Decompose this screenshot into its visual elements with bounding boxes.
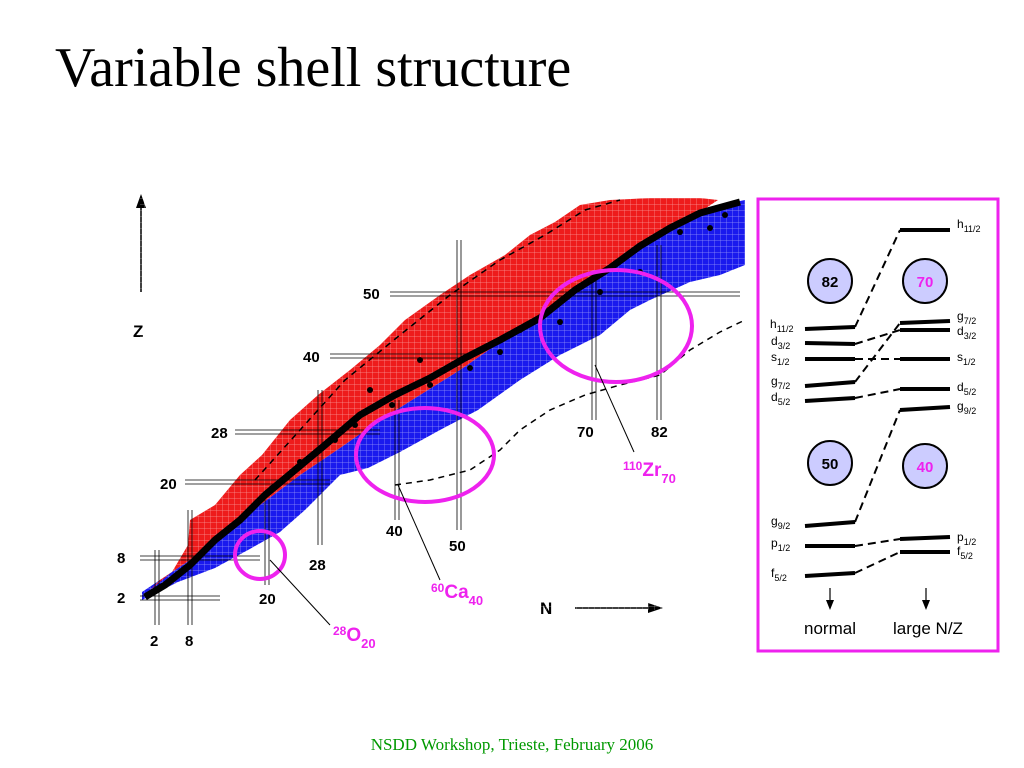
magic-70-circle: 70 [903,259,947,303]
n-magic-2: 2 [150,633,158,650]
n-magic-82: 82 [651,424,668,441]
svg-text:82: 82 [822,274,839,291]
n-magic-50: 50 [449,538,466,555]
n-magic-70: 70 [577,424,594,441]
n-magic-20: 20 [259,591,276,608]
large-nz-caption: large N/Z [893,619,963,638]
svg-text:70: 70 [917,274,934,291]
z-magic-28: 28 [211,425,228,442]
magic-40-circle: 40 [903,444,947,488]
normal-caption: normal [804,619,856,638]
shell-levels-panel [758,199,998,651]
n-magic-8: 8 [185,633,193,650]
z-magic-20: 20 [160,476,177,493]
n-magic-40: 40 [386,523,403,540]
svg-text:50: 50 [822,456,839,473]
n-magic-28: 28 [309,557,326,574]
slide-footer: NSDD Workshop, Trieste, February 2006 [0,735,1024,755]
magic-82-circle: 82 [808,259,852,303]
z-magic-2: 2 [117,590,125,607]
z-magic-8: 8 [117,550,125,567]
svg-text:40: 40 [917,459,934,476]
chart-cell-grid [140,195,750,610]
o28-label: 28O20 [333,624,376,651]
magic-50-circle: 50 [808,441,852,485]
z-magic-50: 50 [363,286,380,303]
z-magic-40: 40 [303,349,320,366]
